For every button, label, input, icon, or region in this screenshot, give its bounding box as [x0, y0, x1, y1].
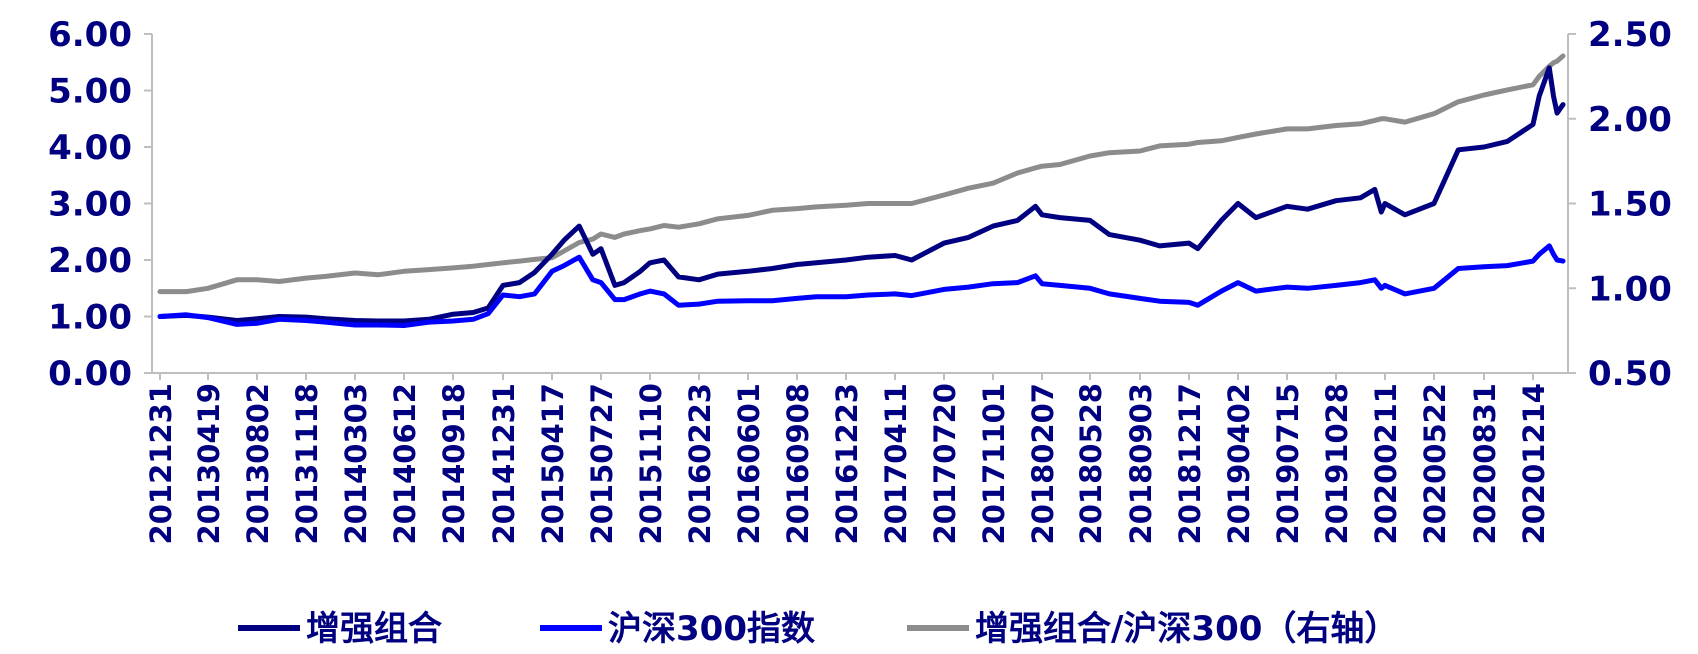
- x-tick-label: 20191028: [1320, 383, 1354, 544]
- legend-label: 增强组合: [306, 609, 442, 649]
- y-left-tick-label: 6.00: [48, 15, 132, 55]
- y-right-tick-label: 1.50: [1588, 185, 1672, 225]
- x-tick-label: 20180528: [1074, 383, 1108, 544]
- x-tick-label: 20130419: [192, 383, 226, 544]
- x-tick-label: 20170720: [928, 383, 962, 544]
- legend-item-2: 增强组合/沪深300（右轴）: [907, 609, 1398, 649]
- x-tick-label: 20180903: [1124, 383, 1158, 544]
- legend-label: 增强组合/沪深300（右轴）: [975, 609, 1398, 649]
- y-right-tick-label: 0.50: [1588, 354, 1672, 394]
- legend-item-1: 沪深300指数: [540, 609, 815, 649]
- x-tick-label: 20150417: [536, 383, 570, 544]
- x-tick-label: 20200522: [1418, 383, 1452, 544]
- x-tick-label: 20140303: [339, 383, 373, 544]
- x-tick-label: 20140612: [388, 383, 422, 544]
- x-tick-label: 20160223: [683, 383, 717, 544]
- y-left-tick-label: 4.00: [48, 128, 132, 168]
- x-tick-label: 20190715: [1271, 383, 1305, 544]
- x-axis: 20121231 20130419 20130802 20131118 20140303…: [144, 372, 1568, 544]
- series-line-0: [157, 65, 1566, 324]
- x-tick-label: 20200831: [1468, 383, 1502, 544]
- x-tick-label: 20200211: [1369, 383, 1403, 544]
- x-tick-label: 20131118: [290, 383, 324, 544]
- y-left-tick-label: 1.00: [48, 298, 132, 338]
- x-tick-label: 20181217: [1173, 383, 1207, 544]
- x-tick-label: 20161223: [830, 383, 864, 544]
- y-axis-left: 0.00 1.00 2.00 3.00 4.00 5.00 6.00: [48, 15, 153, 394]
- x-tick-label: 20190402: [1222, 383, 1256, 544]
- x-tick-label: 20150727: [585, 383, 619, 544]
- legend-label: 沪深300指数: [608, 609, 815, 649]
- legend-item-0: 增强组合: [238, 609, 442, 649]
- y-right-tick-label: 2.50: [1588, 15, 1672, 55]
- x-tick-label: 20201214: [1517, 383, 1551, 544]
- y-left-tick-label: 3.00: [48, 185, 132, 225]
- y-right-tick-label: 1.00: [1588, 269, 1672, 309]
- x-tick-label: 20180207: [1026, 383, 1060, 544]
- y-left-tick-label: 5.00: [48, 72, 132, 112]
- series-line-1: [157, 243, 1566, 328]
- y-left-tick-label: 2.00: [48, 241, 132, 281]
- x-tick-label: 20170411: [879, 383, 913, 544]
- x-tick-label: 20121231: [144, 383, 178, 544]
- x-tick-label: 20160601: [732, 383, 766, 544]
- y-left-tick-label: 0.00: [48, 354, 132, 394]
- x-tick-label: 20141231: [487, 383, 521, 544]
- x-tick-label: 20151110: [634, 383, 668, 544]
- x-tick-label: 20130802: [241, 383, 275, 544]
- legend: 增强组合 沪深300指数 增强组合/沪深300（右轴）: [238, 609, 1398, 649]
- x-tick-label: 20160908: [781, 383, 815, 544]
- y-axis-right: 0.50 1.00 1.50 2.00 2.50: [1567, 15, 1672, 394]
- series-layer: [157, 53, 1566, 328]
- x-tick-label: 20171101: [977, 383, 1011, 544]
- y-right-tick-label: 2.00: [1588, 100, 1672, 140]
- series-line-2: [157, 53, 1566, 295]
- x-tick-label: 20140918: [437, 383, 471, 544]
